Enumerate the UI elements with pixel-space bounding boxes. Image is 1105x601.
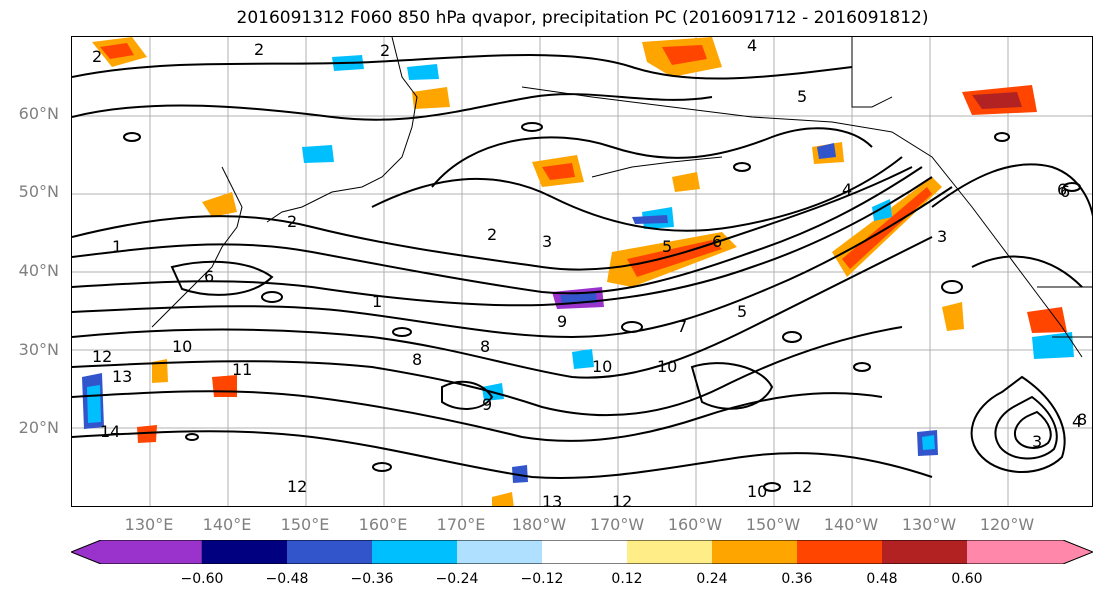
lon-label: 170°E xyxy=(436,515,486,534)
lon-label: 160°W xyxy=(667,515,723,534)
contour-label: 6 xyxy=(712,232,722,251)
lon-label: 170°W xyxy=(589,515,645,534)
lon-label: 120°W xyxy=(979,515,1035,534)
contour-label: 14 xyxy=(100,422,120,441)
contour-label: 8 xyxy=(412,350,422,369)
contour-label: 12 xyxy=(612,492,632,507)
contour-label: 3 xyxy=(1032,432,1042,451)
colorbar-tick-label: −0.24 xyxy=(435,571,479,587)
contour-label: 2 xyxy=(287,212,297,231)
contour-label: 8 xyxy=(1077,410,1087,429)
colorbar-swatch-1 xyxy=(202,540,287,564)
lon-label: 140°E xyxy=(202,515,252,534)
lat-label-30n: 30°N xyxy=(18,340,59,359)
contour-label: 12 xyxy=(92,347,112,366)
colorbar-swatch-8 xyxy=(797,540,882,564)
lon-label: 160°E xyxy=(358,515,408,534)
colorbar-swatch-5 xyxy=(542,540,627,564)
qvapor-contours xyxy=(72,54,1092,479)
colorbar-tick-label: 0.36 xyxy=(781,571,813,587)
contour-label: 12 xyxy=(287,477,307,496)
contour-label: 10 xyxy=(172,337,192,356)
contour-label: 6 xyxy=(204,267,214,286)
contour-label: 4 xyxy=(842,180,852,199)
contour-value-labels: 2 4 2 2 3 5 6 2 3 4 5 6 1 2 5 6 9 8 10 1… xyxy=(92,37,1087,507)
colorbar-tick-label: −0.36 xyxy=(350,571,394,587)
colorbar-swatch-4 xyxy=(457,540,542,564)
lat-label-40n: 40°N xyxy=(18,261,59,280)
lon-label: 140°W xyxy=(823,515,879,534)
colorbar-swatch-2 xyxy=(287,540,372,564)
lon-label: 130°E xyxy=(124,515,174,534)
lat-label-20n: 20°N xyxy=(18,418,59,437)
lon-label: 150°E xyxy=(280,515,330,534)
contour-label: 2 xyxy=(487,225,497,244)
colorbar-tick-label: 0.24 xyxy=(696,571,728,587)
colorbar-tick-label: −0.60 xyxy=(180,571,224,587)
contour-label: 7 xyxy=(677,317,687,336)
contour-label: 12 xyxy=(792,477,812,496)
contour-label: 2 xyxy=(254,40,264,59)
colorbar-swatch-3 xyxy=(372,540,457,564)
contour-label: 1 xyxy=(112,237,122,256)
contour-label: 13 xyxy=(112,367,132,386)
contour-label: 1 xyxy=(372,292,382,311)
lon-label: 150°W xyxy=(745,515,801,534)
contour-label: 13 xyxy=(542,492,562,507)
contour-label: 2 xyxy=(92,47,102,66)
contour-label: 3 xyxy=(542,232,552,251)
lat-label-50n: 50°N xyxy=(18,182,59,201)
colorbar-swatch-9 xyxy=(882,540,967,564)
map-title: 2016091312 F060 850 hPa qvapor, precipit… xyxy=(236,8,929,28)
colorbar-swatch-10 xyxy=(967,540,1093,564)
colorbar-tick-label: −0.12 xyxy=(520,571,564,587)
colorbar xyxy=(71,540,1093,564)
map-panel[interactable]: 2 4 2 2 3 5 6 2 3 4 5 6 1 2 5 6 9 8 10 1… xyxy=(71,36,1093,507)
lon-label: 130°W xyxy=(901,515,957,534)
contour-blobs xyxy=(123,122,1081,492)
contour-label: 9 xyxy=(482,395,492,414)
contour-label: 8 xyxy=(480,337,490,356)
colorbar-swatch-0 xyxy=(71,540,203,564)
contour-label: 11 xyxy=(232,360,252,379)
colorbar-tick-label: 0.12 xyxy=(611,571,643,587)
contour-label: 5 xyxy=(737,302,747,321)
contour-label: 6 xyxy=(1060,182,1070,201)
contour-label: 5 xyxy=(797,87,807,106)
colorbar-swatch-6 xyxy=(627,540,712,564)
contour-label: 6 xyxy=(1057,180,1067,199)
contour-label: 4 xyxy=(747,37,757,55)
contour-label: 4 xyxy=(1072,412,1082,431)
contour-label: 3 xyxy=(937,227,947,246)
contour-label: 10 xyxy=(747,482,767,501)
contour-label: 5 xyxy=(662,237,672,256)
map-canvas: 2 4 2 2 3 5 6 2 3 4 5 6 1 2 5 6 9 8 10 1… xyxy=(72,37,1092,507)
lat-label-60n: 60°N xyxy=(18,104,59,123)
colorbar-tick-label: 0.48 xyxy=(866,571,898,587)
graticule xyxy=(72,37,1092,506)
contour-label: 10 xyxy=(657,357,677,376)
colorbar-tick-label: −0.48 xyxy=(265,571,309,587)
contour-label: 10 xyxy=(592,357,612,376)
contour-label: 9 xyxy=(557,312,567,331)
coastlines xyxy=(151,37,1092,358)
colorbar-tick-label: 0.60 xyxy=(951,571,983,587)
colorbar-swatch-7 xyxy=(712,540,797,564)
contour-label: 2 xyxy=(380,41,390,60)
lon-label: 180°W xyxy=(511,515,567,534)
